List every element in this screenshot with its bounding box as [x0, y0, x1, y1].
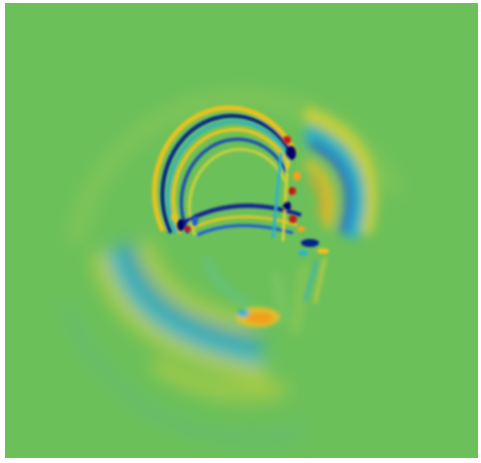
lower-inner-structure: [202, 256, 307, 334]
interface-column: [271, 136, 329, 256]
left-arc-foot: [171, 213, 198, 232]
tail-streak: [303, 257, 327, 304]
lower-left-wavefront: [93, 241, 287, 400]
field-background: [5, 3, 478, 458]
central-blob: [236, 307, 280, 327]
right-lobe: [301, 106, 378, 241]
wavefield-image: [5, 3, 478, 458]
